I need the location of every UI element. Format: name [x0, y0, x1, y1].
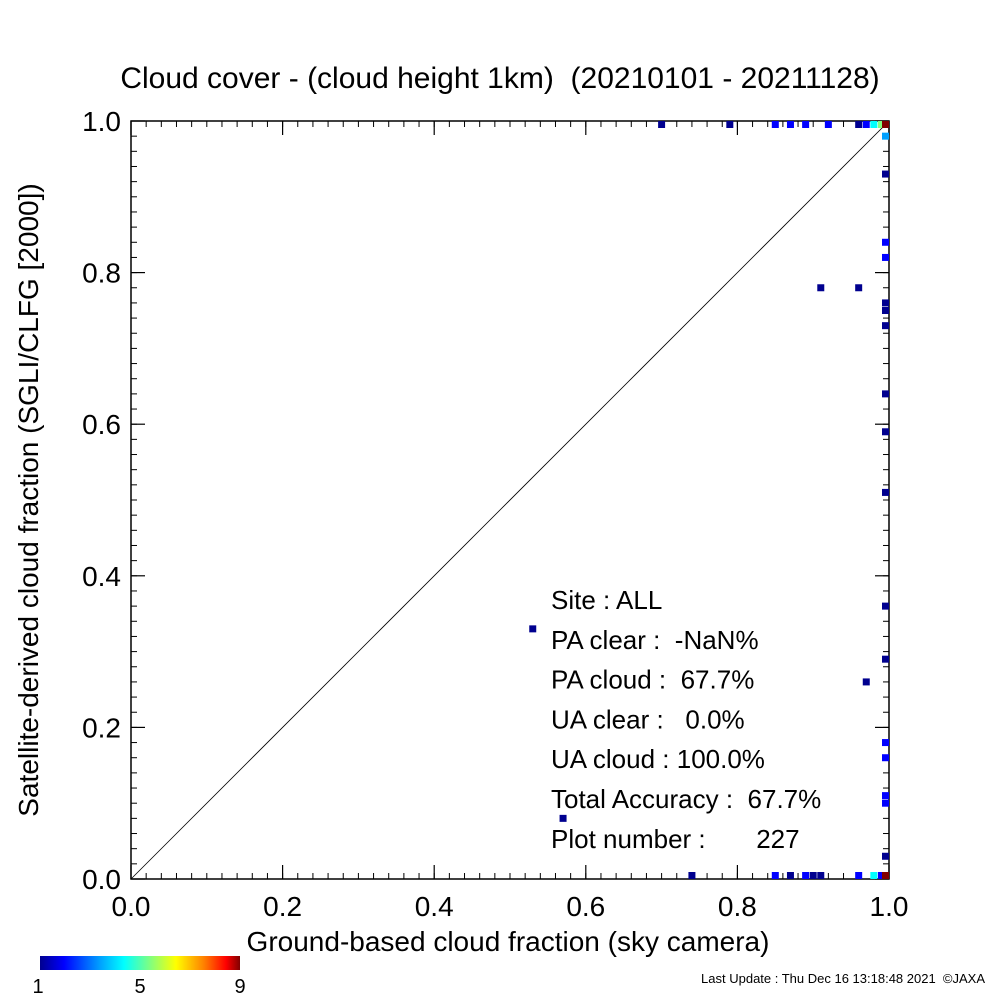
- data-point: [882, 170, 889, 178]
- data-point: [882, 322, 889, 330]
- stats-line: UA clear : 0.0%: [551, 704, 745, 734]
- x-tick-label: 0.2: [263, 891, 302, 922]
- data-point: [824, 121, 832, 128]
- data-point: [882, 872, 889, 879]
- data-point: [882, 655, 889, 663]
- stats-line: UA cloud : 100.0%: [551, 744, 765, 774]
- y-tick-label: 0.4: [82, 561, 121, 592]
- data-point: [802, 121, 810, 128]
- data-point: [771, 121, 779, 128]
- y-tick-label: 0.0: [82, 864, 121, 895]
- y-tick-label: 0.6: [82, 409, 121, 440]
- chart-title: Cloud cover - (cloud height 1km) (202101…: [120, 62, 879, 95]
- data-point: [786, 872, 794, 879]
- x-tick-label: 1.0: [870, 891, 909, 922]
- y-tick-label: 1.0: [82, 106, 121, 137]
- data-point: [855, 121, 863, 128]
- stats-line: PA cloud : 67.7%: [551, 665, 754, 695]
- x-tick-label: 0.8: [718, 891, 757, 922]
- stats-line: Site : ALL: [551, 585, 662, 615]
- data-points: [529, 121, 889, 879]
- colorbar-max-label: 9: [234, 976, 245, 998]
- data-point: [882, 390, 889, 398]
- stats-line: PA clear : -NaN%: [551, 625, 759, 655]
- data-point: [855, 284, 863, 292]
- y-tick-label: 0.2: [82, 712, 121, 743]
- data-point: [882, 754, 889, 762]
- data-point: [771, 872, 779, 879]
- x-tick-label: 0.4: [415, 891, 454, 922]
- data-point: [882, 238, 889, 246]
- data-point: [882, 852, 889, 860]
- stats-box: Site : ALL PA clear : -NaN% PA cloud : 67.…: [551, 585, 821, 854]
- y-tick-label: 0.8: [82, 258, 121, 289]
- data-point: [877, 121, 885, 128]
- stats-line: Total Accuracy : 67.7%: [551, 784, 821, 814]
- data-point: [882, 792, 889, 800]
- x-tick-label: 0.0: [112, 891, 151, 922]
- data-point: [882, 602, 889, 610]
- data-point: [877, 872, 885, 879]
- data-point: [862, 121, 870, 128]
- stats-line: Plot number : 227: [551, 824, 800, 854]
- x-tick-label: 0.6: [566, 891, 605, 922]
- y-axis-label: Satellite-derived cloud fraction (SGLI/C…: [13, 183, 44, 816]
- data-point: [882, 428, 889, 436]
- data-point: [688, 872, 696, 879]
- colorbar-min-label: 1: [32, 976, 43, 998]
- data-point: [882, 799, 889, 807]
- y-tick-labels: 0.0 0.2 0.4 0.6 0.8 1.0: [82, 106, 121, 895]
- data-point: [870, 872, 878, 879]
- data-point: [882, 739, 889, 747]
- data-point: [870, 121, 878, 128]
- data-point: [658, 121, 666, 128]
- data-point: [882, 307, 889, 314]
- colorbar-mid-label: 5: [134, 976, 145, 998]
- data-point: [817, 872, 825, 879]
- colorbar: [40, 956, 240, 970]
- data-point: [882, 132, 889, 140]
- last-update-text: Last Update : Thu Dec 16 13:18:48 2021 ©…: [701, 971, 985, 986]
- data-point: [882, 488, 889, 496]
- data-point: [882, 299, 889, 307]
- x-axis-label: Ground-based cloud fraction (sky camera): [247, 926, 770, 957]
- data-point: [882, 253, 889, 261]
- data-point: [817, 284, 825, 292]
- data-point: [559, 814, 567, 822]
- data-point: [855, 872, 863, 879]
- data-point: [802, 872, 810, 879]
- x-tick-labels: 0.0 0.2 0.4 0.6 0.8 1.0: [112, 891, 909, 922]
- one-to-one-line: [130, 120, 890, 880]
- data-point: [726, 121, 734, 128]
- data-point: [529, 625, 537, 633]
- data-point: [882, 121, 889, 128]
- data-point: [809, 872, 817, 879]
- data-point: [786, 121, 794, 128]
- data-point: [862, 678, 870, 686]
